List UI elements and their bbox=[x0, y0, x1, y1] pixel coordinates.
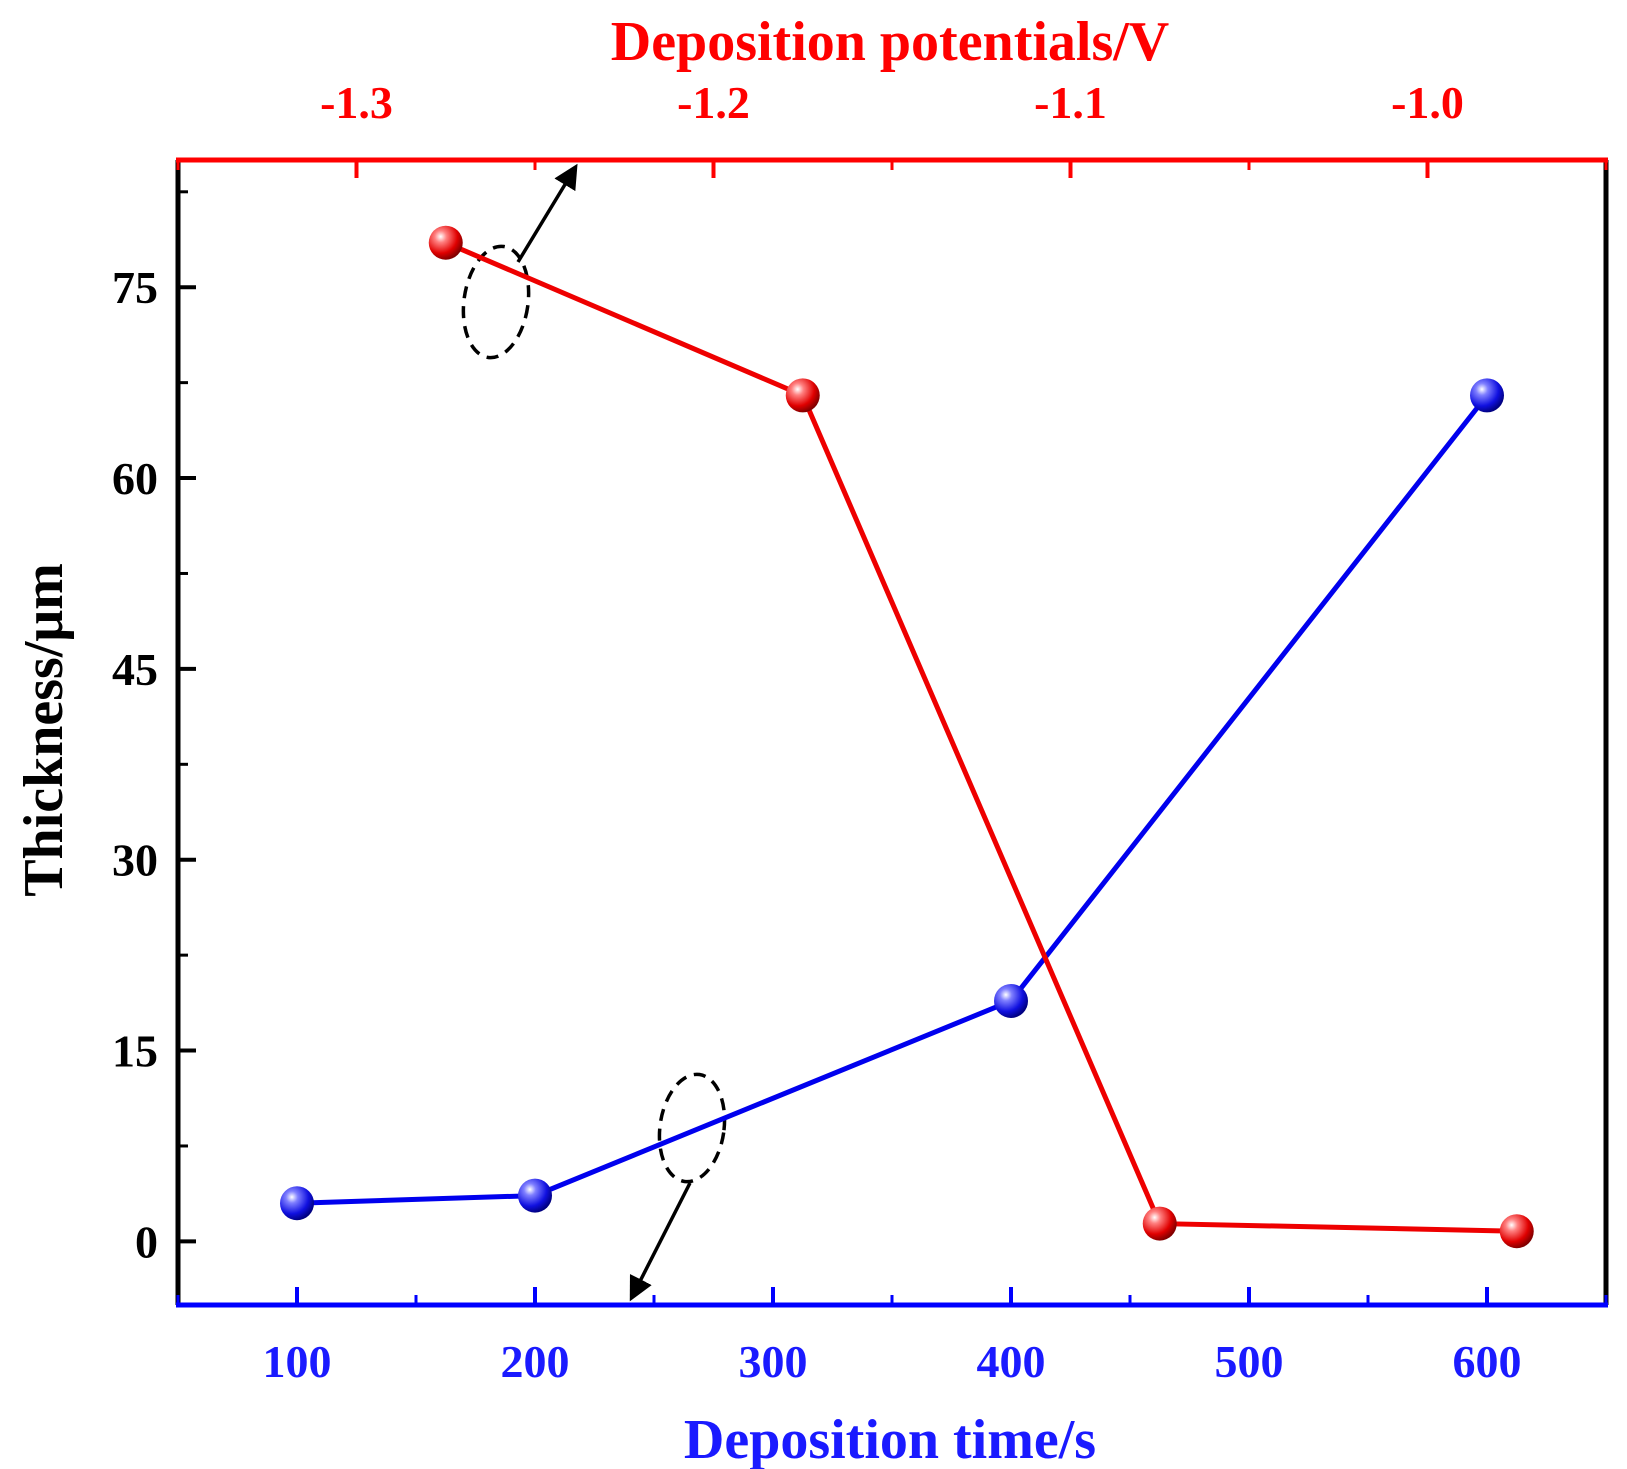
potential-series-line bbox=[444, 240, 1517, 1234]
bottom-series-annotation-arrow bbox=[629, 1182, 692, 1302]
top-series-annotation-arrow bbox=[516, 163, 578, 263]
y-tick-label: 30 bbox=[112, 835, 158, 886]
annotation-layer bbox=[461, 163, 727, 1302]
potential-data-point bbox=[1142, 1206, 1177, 1241]
time-data-point bbox=[280, 1186, 314, 1221]
time-series-line bbox=[296, 393, 1489, 1206]
top-tick-label: -1.3 bbox=[320, 77, 393, 128]
potential-data-point bbox=[1499, 1214, 1534, 1249]
bottom-series-dashed-ellipse bbox=[657, 1072, 727, 1184]
y-tick-label: 60 bbox=[112, 453, 158, 504]
top-series-dashed-ellipse bbox=[461, 244, 531, 360]
potential-data-point bbox=[428, 225, 463, 260]
bottom-axis-title: Deposition time/s bbox=[684, 1409, 1096, 1469]
y-tick-label: 15 bbox=[112, 1026, 158, 1077]
y-tick-label: 45 bbox=[112, 644, 158, 695]
top-tick-label: -1.1 bbox=[1034, 77, 1107, 128]
potential-data-point bbox=[785, 378, 820, 413]
bottom-tick-label: 400 bbox=[977, 1336, 1046, 1387]
time-data-point bbox=[994, 983, 1028, 1018]
y-tick-label: 75 bbox=[112, 262, 158, 313]
bottom-tick-label: 500 bbox=[1215, 1336, 1284, 1387]
y-axis-title: Thickness/μm bbox=[13, 563, 75, 897]
time-data-point bbox=[518, 1178, 552, 1213]
top-axis-title: Deposition potentials/V bbox=[611, 11, 1170, 73]
time-data-point bbox=[1470, 378, 1504, 413]
bottom-tick-label: 100 bbox=[263, 1336, 332, 1387]
bottom-tick-label: 200 bbox=[501, 1336, 570, 1387]
top-tick-label: -1.2 bbox=[677, 77, 750, 128]
labels-layer: 0 15 30 45 60 75 100 200 300 400 500 600 -1.3 -1.2 -1.… bbox=[112, 77, 1522, 1387]
series-layer bbox=[280, 225, 1534, 1249]
ticks-layer bbox=[176, 160, 1608, 1305]
y-tick-label: 0 bbox=[135, 1216, 158, 1267]
bottom-tick-label: 600 bbox=[1453, 1336, 1522, 1387]
top-tick-label: -1.0 bbox=[1391, 77, 1464, 128]
bottom-tick-label: 300 bbox=[739, 1336, 808, 1387]
